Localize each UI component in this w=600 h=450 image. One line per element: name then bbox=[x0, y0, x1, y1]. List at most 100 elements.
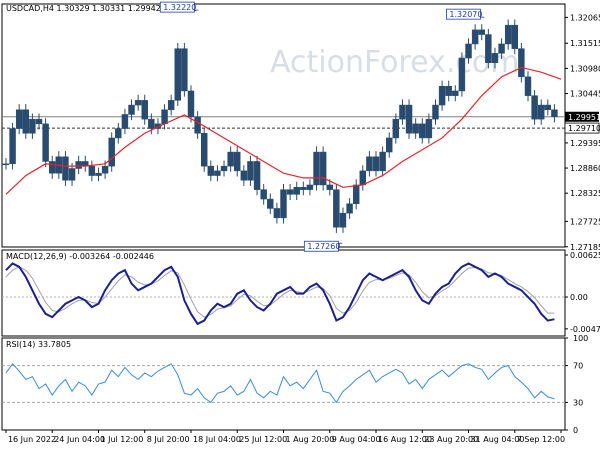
price-candle bbox=[9, 128, 16, 165]
main-title: USDCAD,H4 1.30329 1.30331 1.29942 1.2995… bbox=[6, 4, 196, 13]
annotation-label: 1.32220 bbox=[163, 3, 196, 12]
macd-label: MACD(12,26,9) -0.003264 -0.002446 bbox=[6, 252, 154, 261]
price-candle bbox=[260, 189, 267, 200]
x-tick-label: 31 Aug 04:00 bbox=[471, 435, 525, 444]
price-candle bbox=[366, 156, 373, 172]
rsi-y-tick-label: 100 bbox=[573, 334, 588, 343]
current-price-label: 1.29951 bbox=[568, 113, 600, 122]
price-candle bbox=[537, 104, 545, 120]
price-candle bbox=[544, 104, 552, 111]
price-candle bbox=[22, 109, 30, 134]
price-candle bbox=[280, 189, 287, 219]
price-candle bbox=[48, 161, 56, 174]
rsi-y-tick-label: 0 bbox=[573, 426, 578, 435]
price-y-tick-label: 1.29395 bbox=[570, 139, 600, 148]
x-tick-label: 16 Aug 12:00 bbox=[378, 435, 432, 444]
price-candle bbox=[372, 156, 380, 172]
price-candle bbox=[214, 170, 221, 176]
rsi-line bbox=[5, 362, 555, 404]
price-candle bbox=[471, 29, 479, 45]
price-candle bbox=[333, 189, 340, 228]
price-candle bbox=[293, 187, 300, 195]
rsi-panel: RSI(14) 33.7805 100 70 30 0 bbox=[2, 334, 588, 435]
price-candle bbox=[326, 184, 333, 190]
x-tick-label: 8 Jul 20:00 bbox=[147, 435, 190, 444]
rsi-label: RSI(14) 33.7805 bbox=[6, 340, 71, 349]
annotation-box bbox=[303, 240, 339, 252]
price-candle bbox=[379, 151, 386, 172]
price-candle bbox=[504, 24, 512, 45]
price-candle bbox=[425, 118, 433, 139]
current-price-box bbox=[565, 111, 599, 122]
price-candle bbox=[128, 104, 135, 115]
x-tick-label: 25 Jul 12:00 bbox=[239, 435, 287, 444]
price-y-tick-label: 1.31515 bbox=[570, 39, 600, 48]
x-tick-label: 24 Jun 04:00 bbox=[54, 435, 105, 444]
price-candle bbox=[2, 163, 10, 166]
price-candle bbox=[306, 184, 314, 190]
price-candle bbox=[551, 109, 558, 118]
price-candle bbox=[405, 104, 413, 134]
x-tick-label: 1 Aug 20:00 bbox=[286, 435, 335, 444]
level-price-label: 1.29710 bbox=[568, 124, 600, 133]
price-candle bbox=[498, 43, 505, 54]
price-candle bbox=[491, 53, 499, 64]
price-candle bbox=[161, 109, 168, 125]
price-candle bbox=[412, 123, 419, 134]
watermark: ActionForex.com bbox=[270, 45, 519, 80]
price-candle bbox=[524, 76, 532, 96]
level-price-box bbox=[564, 122, 600, 134]
price-y-tick-label: 1.30445 bbox=[570, 90, 600, 99]
price-candle bbox=[313, 151, 320, 186]
annotation-label: 1.32070 bbox=[449, 10, 482, 19]
x-tick-label: 18 Jul 04:00 bbox=[193, 435, 241, 444]
rsi-y-tick-label: 70 bbox=[573, 362, 583, 371]
x-tick-label: 23 Aug 20:00 bbox=[424, 435, 478, 444]
price-candle bbox=[352, 184, 360, 205]
price-candle bbox=[148, 118, 155, 129]
price-candle bbox=[399, 104, 406, 120]
annotation-box bbox=[159, 1, 195, 13]
price-y-tick-label: 1.28860 bbox=[570, 164, 600, 173]
price-candle bbox=[319, 151, 327, 186]
price-candle bbox=[115, 128, 122, 139]
price-candle bbox=[95, 172, 102, 176]
price-candle bbox=[419, 123, 426, 139]
price-candle bbox=[35, 118, 43, 125]
macd-y-tick-label: 0.006254 bbox=[570, 251, 600, 260]
price-candle bbox=[227, 151, 234, 167]
price-y-tick-label: 1.28325 bbox=[570, 189, 600, 198]
price-candle bbox=[478, 29, 485, 35]
x-tick-label: 9 Aug 04:00 bbox=[332, 435, 381, 444]
price-candle bbox=[432, 104, 439, 120]
price-candle bbox=[485, 34, 492, 64]
annotation-box bbox=[446, 8, 481, 20]
price-candle bbox=[220, 165, 228, 172]
price-candle bbox=[438, 86, 446, 106]
price-candle bbox=[511, 24, 519, 49]
price-candle bbox=[445, 86, 452, 96]
price-candle bbox=[101, 165, 109, 174]
price-candle bbox=[181, 48, 188, 92]
price-candle bbox=[300, 187, 307, 190]
price-panel: 1.32065 1.31515 1.30980 1.30445 1.29395 1.288… bbox=[2, 1, 600, 252]
price-y-tick-label: 1.30980 bbox=[570, 64, 600, 73]
price-candle bbox=[68, 168, 76, 181]
price-candle bbox=[167, 100, 175, 111]
price-candle bbox=[386, 137, 393, 153]
price-candle bbox=[240, 170, 248, 181]
annotation-label: 1.27260 bbox=[307, 242, 340, 251]
price-y-tick-label: 1.32065 bbox=[570, 13, 600, 22]
price-candle bbox=[392, 118, 400, 139]
rsi-y-tick-label: 30 bbox=[573, 398, 583, 407]
moving-average-line bbox=[5, 66, 562, 195]
price-candle bbox=[174, 48, 181, 101]
price-candle bbox=[187, 90, 195, 118]
price-candle bbox=[62, 156, 69, 181]
price-candle bbox=[359, 170, 367, 186]
x-tick-label: 7 Sep 12:00 bbox=[517, 435, 565, 444]
price-candle bbox=[207, 165, 215, 176]
macd-panel: MACD(12,26,9) -0.003264 -0.002446 0.00625… bbox=[2, 251, 600, 334]
